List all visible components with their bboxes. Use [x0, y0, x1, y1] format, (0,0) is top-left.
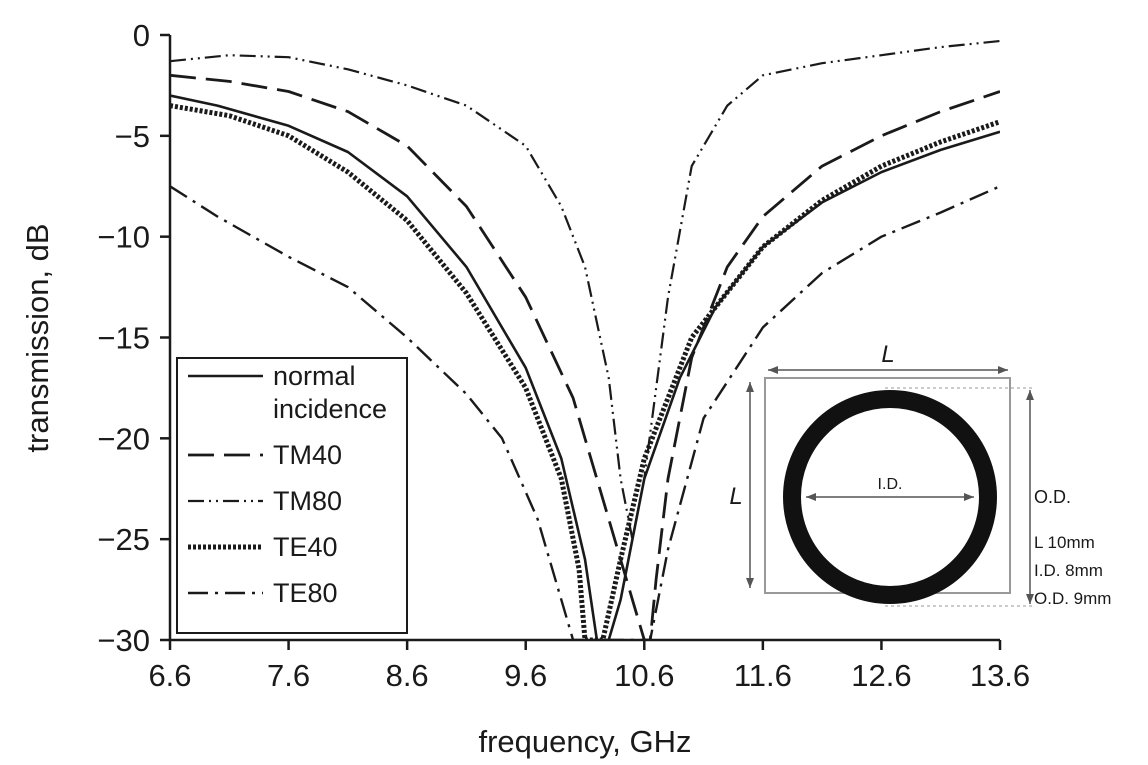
- arrow-head: [806, 493, 816, 501]
- x-tick-label: 9.6: [504, 658, 547, 693]
- arrow-head: [746, 578, 754, 588]
- y-tick-label: −5: [115, 119, 150, 154]
- spec-outer-diameter: O.D. 9mm: [1034, 589, 1111, 608]
- ring: [783, 390, 997, 604]
- y-tick-label: −10: [97, 220, 150, 255]
- arrow-head: [1026, 390, 1034, 400]
- x-tick-label: 13.6: [970, 658, 1030, 693]
- legend-label: TM40: [273, 440, 342, 470]
- spec-outer-size: L 10mm: [1034, 533, 1095, 552]
- series-line-te40: [170, 103, 1000, 640]
- legend-label: TE40: [273, 532, 338, 562]
- legend-label: normal: [273, 361, 356, 391]
- arrow-head: [1026, 594, 1034, 604]
- height-label: L: [729, 483, 742, 510]
- width-label: L: [881, 341, 894, 368]
- legend-label: incidence: [273, 394, 387, 424]
- x-tick-label: 12.6: [851, 658, 911, 693]
- x-tick-label: 6.6: [148, 658, 191, 693]
- legend-box: [176, 357, 408, 634]
- arrow-head: [768, 366, 778, 374]
- legend-label: TE80: [273, 578, 338, 608]
- x-tick-label: 8.6: [386, 658, 429, 693]
- y-tick-label: −20: [97, 421, 150, 456]
- spec-inner-diameter: I.D. 8mm: [1034, 561, 1103, 580]
- series-layer: [170, 39, 1000, 640]
- y-tick-label: −15: [97, 321, 150, 356]
- x-axis-label: frequency, GHz: [478, 724, 691, 759]
- x-tick-label: 7.6: [267, 658, 310, 693]
- x-tick-label: 11.6: [734, 658, 792, 693]
- x-tick-label: 10.6: [614, 658, 674, 693]
- y-tick-label: 0: [133, 18, 150, 53]
- arrow-head: [964, 493, 974, 501]
- ring-inset-diagram: L L I.D. O.D. L 10mm I.D. 8mm O.D. 9mm: [729, 341, 1111, 608]
- series-line-te80: [170, 185, 1000, 640]
- outer-diameter-label: O.D.: [1034, 487, 1071, 507]
- y-tick-label: −25: [97, 522, 150, 557]
- arrow-head: [746, 382, 754, 392]
- legend-label: TM80: [273, 486, 342, 516]
- inner-diameter-label: I.D.: [878, 476, 903, 493]
- series-line-tm40: [170, 73, 1000, 640]
- y-axis-label: transmission, dB: [20, 223, 55, 452]
- y-tick-label: −30: [97, 623, 150, 658]
- arrow-head: [998, 366, 1008, 374]
- ticks: 6.6 7.6 8.6 9.6 10.6 11.6 12.6 13.6 0 −5 −10 −15 −20…: [97, 18, 1030, 693]
